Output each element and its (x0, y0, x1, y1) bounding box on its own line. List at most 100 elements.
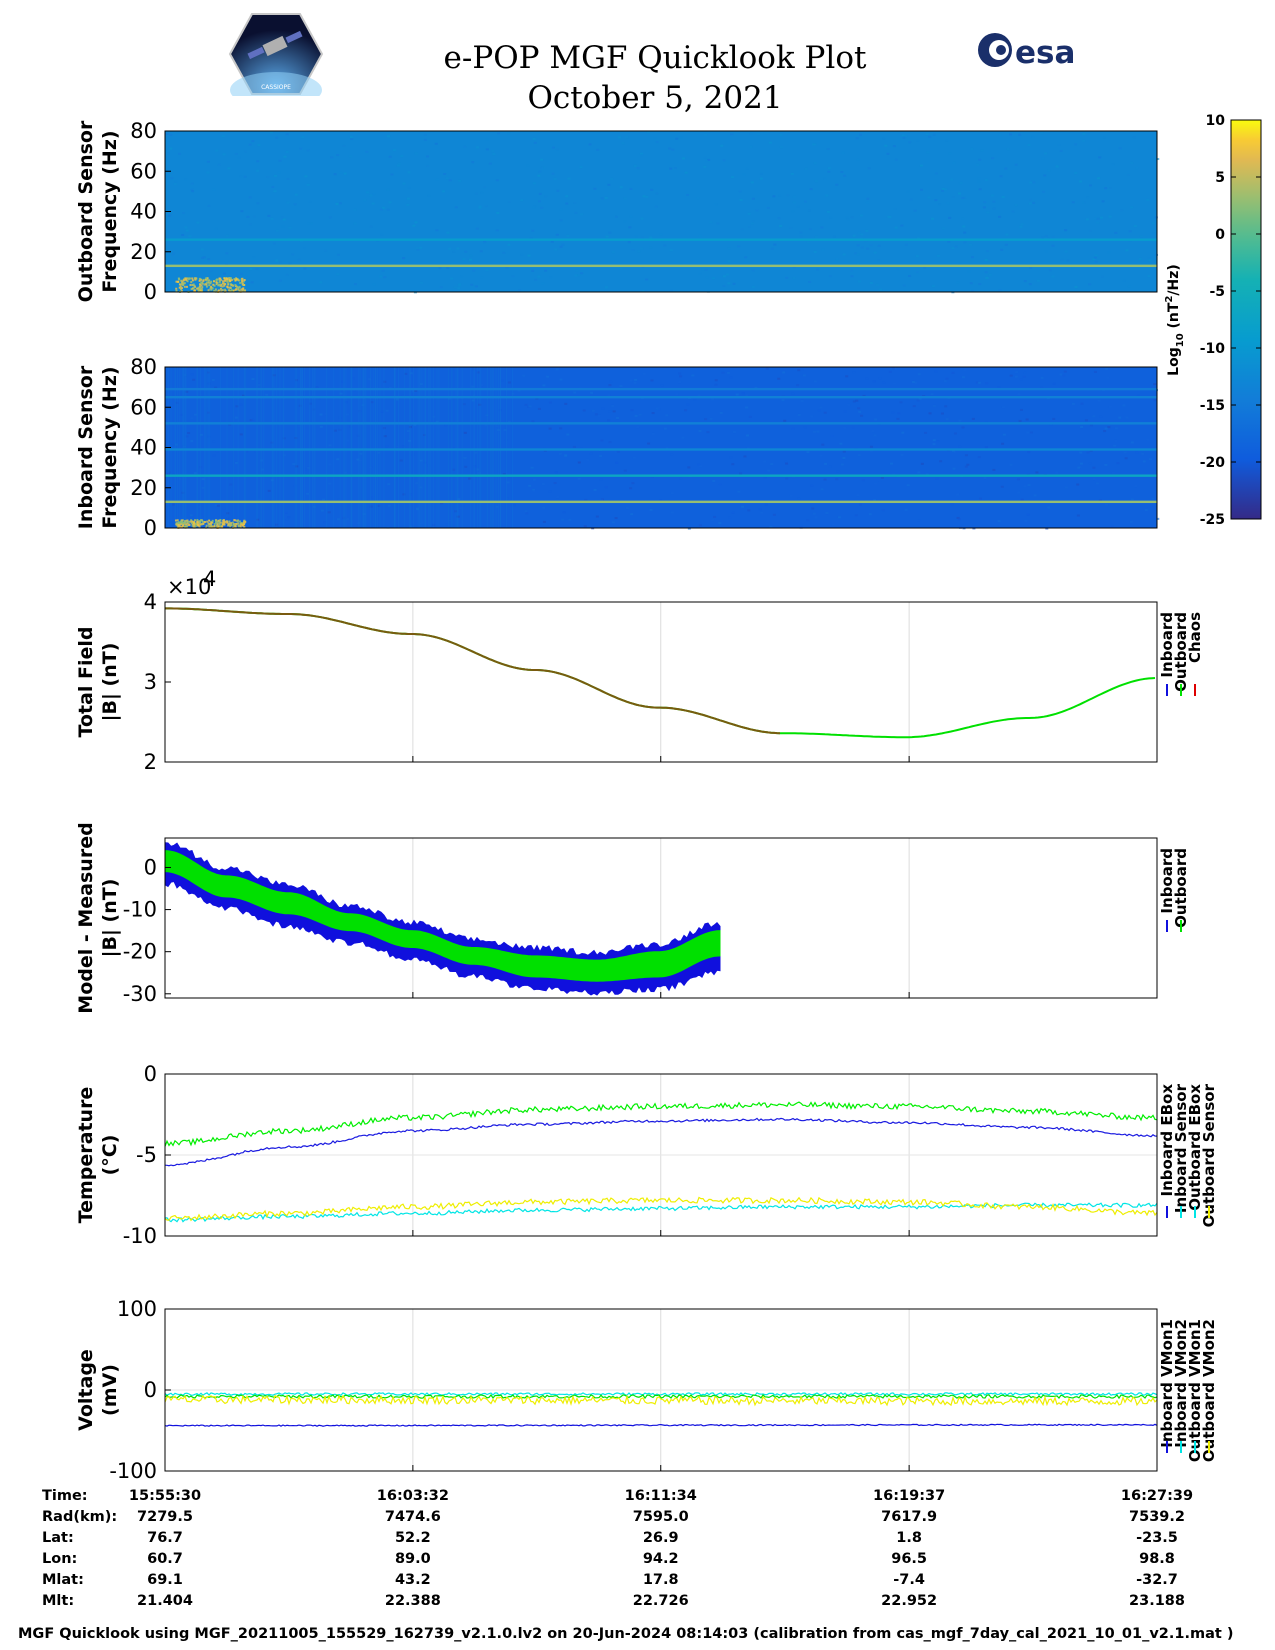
inboard-spectrogram-speckle (769, 526, 773, 529)
outboard-spectrogram-activity (182, 284, 185, 287)
outboard-spectrogram-speckle (1025, 239, 1029, 242)
outboard-spectrogram-activity (190, 281, 193, 284)
inboard-spectrogram-speckle (524, 510, 528, 513)
outboard-spectrogram-speckle (799, 235, 803, 238)
inboard-spectrogram-speckle (858, 503, 862, 506)
outboard-spectrogram-speckle (532, 137, 536, 140)
model-inboard-band (164, 842, 721, 996)
inboard-spectrogram-burst (313, 367, 315, 528)
inboard-spectrogram-speckle (1092, 466, 1096, 469)
inboard-spectrogram-burst (412, 367, 414, 528)
inboard-spectrogram-activity (227, 524, 230, 527)
inboard-spectrogram-speckle (817, 409, 821, 412)
outboard-spectrogram-speckle (297, 258, 301, 261)
outboard-spectrogram-speckle (257, 144, 261, 147)
outboard-spectrogram-speckle (178, 152, 182, 155)
outboard-spectrogram-speckle (1097, 177, 1101, 180)
outboard-spectrogram-speckle (531, 229, 535, 232)
ephemeris-row-label: Lon: (42, 1551, 77, 1567)
outboard-spectrogram-speckle (856, 244, 860, 247)
inboard-spectrogram-burst (425, 367, 427, 528)
outboard-spectrogram-activity (210, 288, 213, 291)
outboard-spectrogram-speckle (306, 183, 310, 186)
outboard-spectrogram-speckle (649, 236, 653, 239)
outboard-spectrogram-speckle (452, 250, 456, 253)
inboard-spectrogram-speckle (1089, 424, 1093, 427)
inboard-spectrogram-speckle (190, 417, 194, 420)
inboard-spectrogram-speckle (1093, 370, 1097, 373)
inboard-spectrogram-activity (216, 520, 219, 523)
inboard-spectrogram-speckle (663, 427, 667, 430)
outboard-spectrogram-speckle (439, 286, 443, 289)
inboard-spectrogram-speckle (873, 499, 877, 502)
outboard-spectrogram-speckle (324, 249, 328, 252)
inboard-spectrogram-activity (223, 523, 226, 526)
outboard-spectrogram-speckle (661, 240, 665, 243)
outboard-spectrogram-activity (203, 283, 206, 286)
outboard-spectrogram-speckle (930, 217, 934, 220)
outboard-spectrogram-speckle (637, 250, 641, 253)
inboard-spectrogram-speckle (401, 394, 405, 397)
inboard-spectrogram-activity (194, 524, 197, 527)
inboard-spectrogram-speckle (502, 473, 506, 476)
inboard-spectrogram-speckle (1009, 374, 1013, 377)
outboard-spectrogram-speckle (339, 171, 343, 174)
outboard-spectrogram-speckle (763, 132, 767, 135)
inboard-spectrogram-activity (237, 525, 240, 528)
inboard-spectrogram-speckle (917, 471, 921, 474)
outboard-spectrogram-speckle (520, 199, 524, 202)
inboard-spectrogram-burst (394, 367, 396, 528)
outboard-spectrogram-speckle (285, 133, 289, 136)
model-minus-measured-ytick-label: 0 (144, 855, 157, 879)
outboard-spectrogram-speckle (1019, 225, 1023, 228)
outboard-spectrogram-speckle (750, 222, 754, 225)
inboard-spectrogram-burst (283, 367, 285, 528)
inboard-spectrogram-speckle (882, 381, 886, 384)
inboard-spectrogram-speckle (336, 458, 340, 461)
inboard-spectrogram-activity (183, 525, 186, 528)
esa-logo: esa (978, 33, 1075, 71)
inboard-spectrogram-speckle (415, 482, 419, 485)
outboard-spectrogram-speckle (739, 198, 743, 201)
inboard-spectrogram-speckle (239, 433, 243, 436)
inboard-spectrogram-speckle (839, 442, 843, 445)
inboard-spectrogram-speckle (548, 427, 552, 430)
outboard-spectrogram-speckle (1096, 217, 1100, 220)
inboard-spectrogram-speckle (1025, 418, 1029, 421)
inboard-spectrogram-speckle (687, 466, 691, 469)
inboard-spectrogram-speckle (1136, 394, 1140, 397)
inboard-spectrogram-speckle (978, 497, 982, 500)
inboard-spectrogram-speckle (168, 520, 172, 523)
inboard-spectrogram-speckle (924, 431, 928, 434)
outboard-spectrogram-activity (218, 281, 221, 284)
inboard-spectrogram-activity (198, 520, 201, 523)
outboard-spectrogram-speckle (1032, 181, 1036, 184)
outboard-spectrogram-speckle (448, 247, 452, 250)
outboard-spectrogram-speckle (971, 256, 975, 259)
inboard-spectrogram-speckle (684, 409, 688, 412)
outboard-spectrogram-speckle (249, 268, 253, 271)
outboard-spectrogram-speckle (505, 266, 509, 269)
inboard-spectrogram-burst (260, 367, 262, 528)
inboard-spectrogram-burst (417, 367, 419, 528)
outboard-spectrogram-speckle (1028, 283, 1032, 286)
outboard-spectrogram-speckle (832, 235, 836, 238)
inboard-spectrogram-speckle (368, 378, 372, 381)
inboard-spectrogram-activity (188, 524, 191, 527)
inboard-spectrogram-speckle (785, 477, 789, 480)
outboard-spectrogram-speckle (1154, 253, 1158, 256)
inboard-spectrogram-speckle (476, 468, 480, 471)
inboard-spectrogram-speckle (346, 518, 350, 521)
inboard-spectrogram-activity (175, 523, 178, 526)
inboard-spectrogram-speckle (1080, 402, 1084, 405)
inboard-spectrogram-speckle (559, 378, 563, 381)
inboard-spectrogram-speckle (207, 435, 211, 438)
inboard-spectrogram-speckle (961, 376, 965, 379)
inboard-spectrogram-speckle (814, 516, 818, 519)
outboard-spectrogram-activity (234, 283, 237, 286)
ephemeris-row-label: Lat: (42, 1530, 74, 1546)
inboard-spectrogram-activity (213, 526, 216, 529)
outboard-spectrogram-speckle (215, 149, 219, 152)
outboard-spectrogram-speckle (813, 143, 817, 146)
outboard-spectrogram-speckle (1032, 201, 1036, 204)
